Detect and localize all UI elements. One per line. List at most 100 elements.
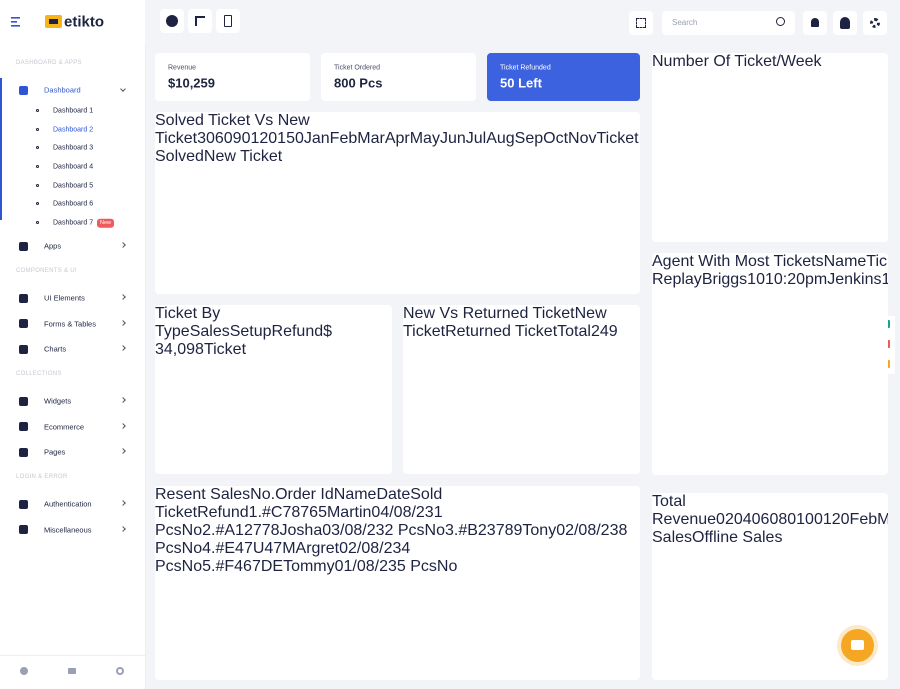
bullet [36,127,39,131]
nav-sub-label: Dashboard 5 [53,182,94,190]
nav-icon [19,319,28,329]
x-tick-label: Feb [849,511,878,528]
stat-value: 50 Left [500,75,542,91]
y-tick-label: 120 [250,130,278,147]
card-canvas: Number Of Ticket/Week [652,53,822,71]
logo-text: etikto [64,13,105,31]
menu-icon[interactable] [11,21,17,23]
x-tick-label: Nov [568,130,597,147]
legend-label: Setup [229,323,272,340]
card: Agent With Most TicketsNameTicketLocatio… [652,253,888,475]
icon-button[interactable] [216,9,240,33]
cell: Tony [522,522,557,539]
footer-divider [0,655,145,656]
nav-icon [19,396,28,406]
nav-icon [19,293,28,303]
column-header: Name [823,253,867,270]
cell: 2. [202,522,216,539]
chat-button[interactable] [841,629,874,662]
bullet [36,109,39,112]
column-header: Refund [197,504,249,521]
top-bar: Search [145,0,900,44]
footer-icon[interactable] [116,667,124,675]
column-header: Name [333,486,377,503]
center-label: Ticket [203,341,247,358]
cell: 03/08/23 [322,522,385,539]
cell: 8 Pcs [155,522,628,557]
cell: 04/08/23 [371,504,434,521]
stat-value: 800 Pcs [334,75,383,91]
footer-icon[interactable] [68,668,76,674]
sidebar: etikto DASHBOARD & APPS Dashboard Dashboard… [0,0,146,689]
y-tick-label: 0 [716,511,725,528]
fullscreen-button[interactable] [629,11,653,35]
card-title: Number Of Ticket/Week [652,53,822,70]
x-tick-label: Feb [329,130,358,147]
column-header: Order Id [275,486,334,503]
card-title: Total Revenue [652,493,717,528]
notification-button[interactable] [803,11,827,35]
x-tick-label: Mar [357,130,385,147]
card-canvas: New Vs Returned TicketNew TicketReturned… [403,305,640,341]
card: New Vs Returned TicketNew TicketReturned… [403,305,640,474]
x-tick-label: May [409,130,440,147]
bullet [36,146,39,150]
nav-icon [19,447,28,457]
legend-label: Online Sales [652,529,693,546]
bullet [36,221,39,225]
footer-icon[interactable] [20,667,28,675]
cell: #C78765 [262,504,327,521]
menu-icon[interactable] [11,25,20,27]
section-label: COMPONENTS & UI [16,268,77,275]
cell: Tommy [283,558,335,575]
nav-label: Miscellaneous [44,524,92,534]
y-tick-label: 80 [778,511,797,528]
stat-label: Revenue [168,64,197,72]
user-button[interactable] [833,11,857,35]
search-box[interactable] [662,11,795,35]
icon-button[interactable] [160,9,184,33]
icon-button[interactable] [188,9,212,33]
cell: 1 Pcs [155,504,443,539]
cell: #B23789 [458,522,523,539]
y-tick-label: 150 [277,130,304,147]
section-label: LOGIN & ERROR [16,474,68,481]
x-tick-label: Mar [877,511,888,528]
column-header: Ticket [866,253,888,270]
y-tick-label: 40 [742,511,761,528]
y-tick-label: 100 [796,511,823,528]
card: Solved Ticket Vs New Ticket306090120150J… [155,112,640,294]
stat-card: Ticket Ordered 800 Pcs [321,53,476,101]
section-label: COLLECTIONS [16,371,62,378]
column-header: Date [376,486,411,503]
nav-label: Apps [44,241,62,251]
x-tick-label: Oct [543,130,569,147]
cell: No [436,558,458,575]
x-tick-label: Sep [514,130,544,147]
y-tick-label: 60 [760,511,779,528]
card-title: Ticket By Type [155,305,221,340]
cell: 3. [444,522,459,539]
cell: No [424,522,445,539]
nav-label: Charts [44,344,67,354]
y-tick-label: 90 [232,130,251,147]
settings-button[interactable] [863,11,887,35]
nav-label: Forms & Tables [44,318,96,328]
cell: 01/08/23 [334,558,397,575]
card-title: Resent Sales [155,486,251,503]
nav-sub-label: Dashboard 7 [53,219,94,227]
card-title: New Vs Returned Ticket [403,305,575,322]
bullet [36,165,39,168]
cell: Martin [326,504,372,521]
column-header: Sold Ticket [155,486,443,521]
cell: #A12778 [215,522,280,539]
x-tick-label: Apr [384,130,410,147]
x-tick-label: Jan [303,130,330,147]
stat-label: Ticket Refunded [500,64,551,72]
nav-icon [19,85,28,95]
legend-label: New Ticket [203,148,283,165]
menu-icon[interactable] [11,17,20,19]
cell: No [181,522,203,539]
cell: 4 Pcs [155,540,411,575]
card-canvas: Solved Ticket Vs New Ticket306090120150J… [155,112,640,166]
